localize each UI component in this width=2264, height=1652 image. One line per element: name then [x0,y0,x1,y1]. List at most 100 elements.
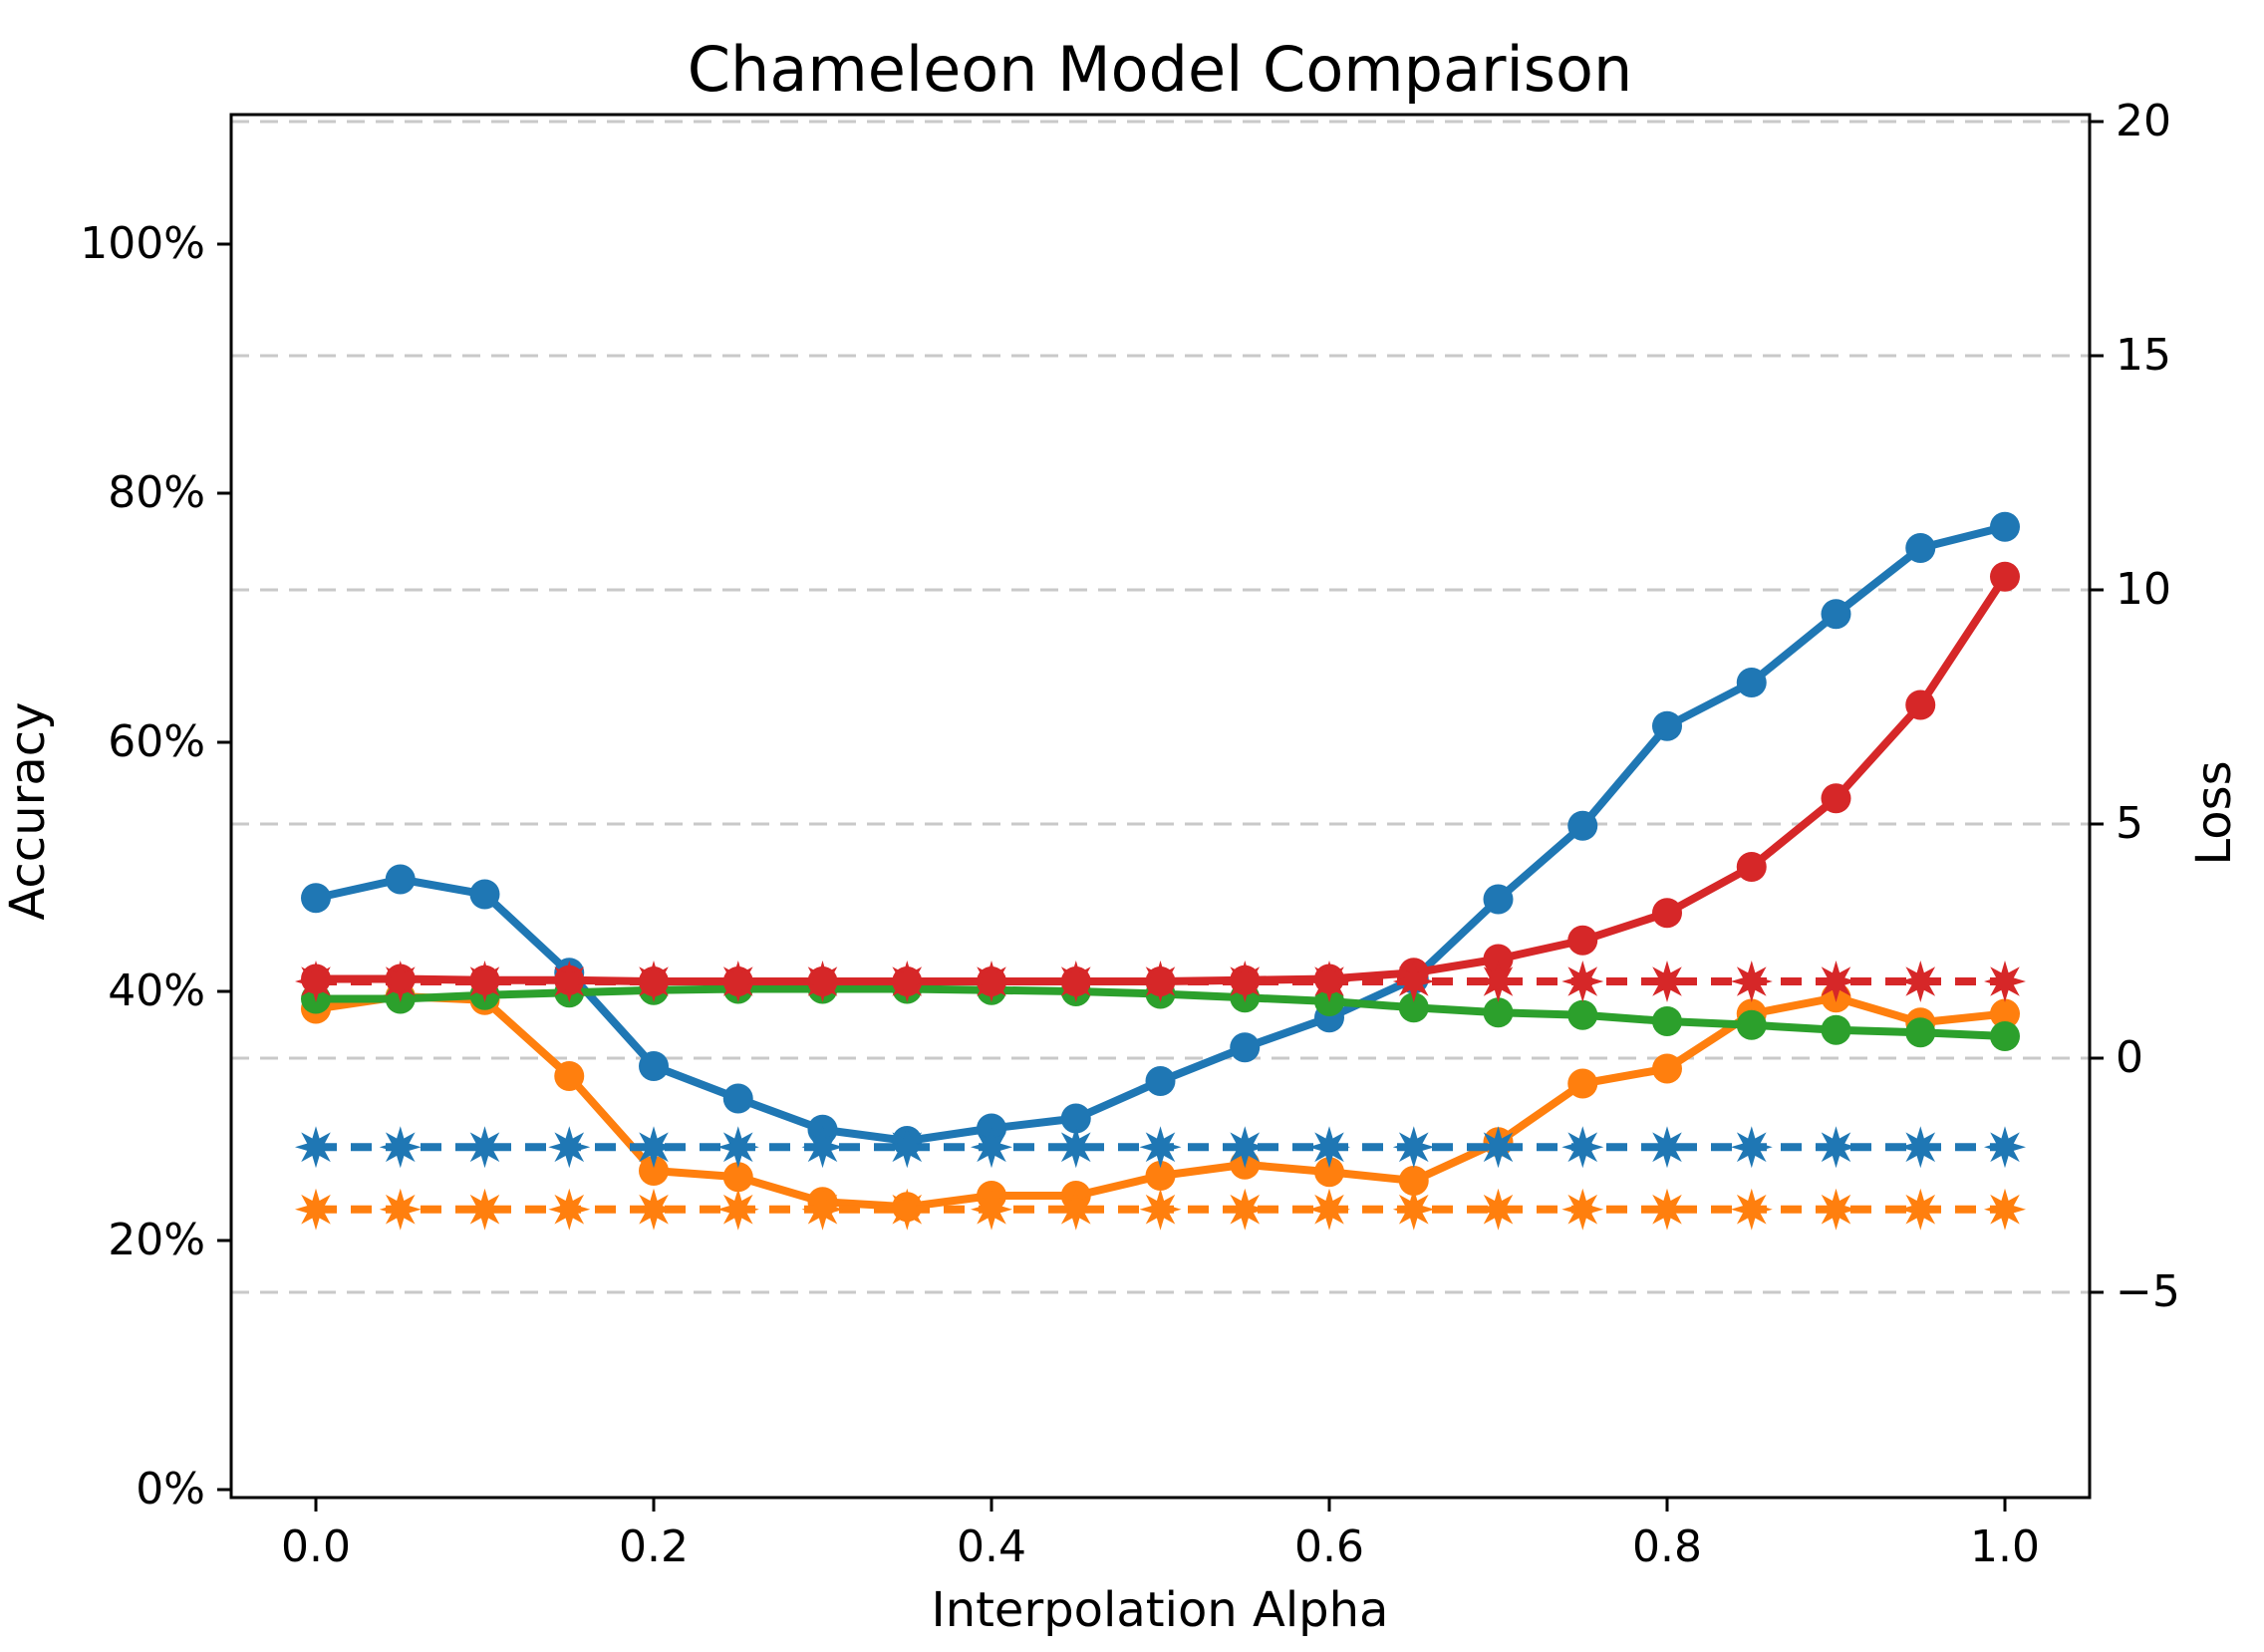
marker-star-red-dashed-flat-reference [1054,961,1097,1002]
marker-star-red-dashed-flat-reference [1730,961,1773,1002]
marker-star-red-dashed-flat-reference [548,961,591,1002]
marker-star-blue-dashed-flat-reference [1477,1126,1520,1169]
marker-star-blue-dashed-flat-reference [1646,1126,1688,1169]
marker-star-orange-dashed-flat-reference [1561,1188,1604,1231]
marker-star-red-dashed-flat-reference [801,961,844,1002]
gridlines [231,120,2090,1294]
marker-star-red-dashed-flat-reference [379,961,422,1002]
marker-star-blue-dashed-flat-reference [463,1126,506,1169]
marker-circle-blue-solid-accuracy [1736,668,1767,697]
marker-star-orange-dashed-flat-reference [295,1188,337,1231]
marker-circle-blue-solid-accuracy [639,1051,669,1081]
marker-star-orange-dashed-flat-reference [716,1188,759,1231]
marker-circle-blue-solid-accuracy [1990,511,2020,542]
marker-star-red-dashed-flat-reference [295,961,337,1002]
marker-star-blue-dashed-flat-reference [1561,1126,1604,1169]
marker-circle-blue-solid-accuracy [1145,1066,1176,1096]
marker-star-red-dashed-flat-reference [1224,961,1267,1002]
marker-star-red-dashed-flat-reference [633,961,675,1002]
marker-star-orange-dashed-flat-reference [1815,1188,1857,1231]
x-tick-label: 0.8 [1632,1521,1702,1572]
marker-circle-blue-solid-accuracy [469,879,500,910]
x-tick-label: 0.4 [957,1521,1026,1572]
y-right-tick-label: 0 [2116,1032,2143,1083]
series-red-solid-accuracy [301,561,2020,996]
marker-star-blue-dashed-flat-reference [379,1126,422,1169]
y-left-tick-label: 0% [136,1464,205,1514]
marker-circle-red-solid-accuracy [1483,944,1514,974]
marker-star-orange-dashed-flat-reference [971,1188,1012,1231]
marker-circle-blue-solid-accuracy [1567,810,1598,841]
marker-star-orange-dashed-flat-reference [1646,1188,1688,1231]
x-axis-label: Interpolation Alpha [931,1582,1389,1638]
marker-star-orange-dashed-flat-reference [1730,1188,1773,1231]
marker-circle-green-solid-accuracy [1736,1009,1767,1040]
y-left-tick-label: 60% [108,716,205,767]
marker-circle-green-solid-accuracy [1398,992,1429,1023]
series-orange-dashed-flat-reference [295,1188,2026,1231]
marker-star-red-dashed-flat-reference [1477,961,1520,1002]
marker-circle-blue-solid-accuracy [1652,710,1682,741]
marker-circle-blue-solid-accuracy [1483,884,1514,915]
marker-star-orange-dashed-flat-reference [379,1188,422,1231]
marker-star-orange-dashed-flat-reference [1477,1188,1520,1231]
marker-star-red-dashed-flat-reference [1646,961,1688,1002]
marker-star-orange-dashed-flat-reference [1984,1188,2026,1231]
marker-star-red-dashed-flat-reference [1139,961,1182,1002]
marker-circle-green-solid-accuracy [1652,1006,1682,1036]
marker-circle-green-solid-accuracy [1990,1021,2020,1051]
marker-star-orange-dashed-flat-reference [1308,1188,1350,1231]
y-right-tick-label: 10 [2116,564,2171,615]
marker-star-red-dashed-flat-reference [1392,961,1435,1002]
marker-star-blue-dashed-flat-reference [1308,1126,1350,1169]
marker-star-blue-dashed-flat-reference [716,1126,759,1169]
marker-star-blue-dashed-flat-reference [1730,1126,1773,1169]
marker-star-blue-dashed-flat-reference [1392,1126,1435,1169]
y-left-tick-label: 40% [108,965,205,1016]
marker-circle-orange-solid-accuracy [1398,1166,1429,1196]
marker-circle-red-solid-accuracy [1990,561,2020,592]
marker-circle-blue-solid-accuracy [301,883,331,914]
marker-star-orange-dashed-flat-reference [463,1188,506,1231]
marker-circle-red-solid-accuracy [1821,783,1851,814]
marker-star-blue-dashed-flat-reference [1899,1126,1942,1169]
marker-circle-blue-solid-accuracy [1821,599,1851,630]
marker-circle-blue-solid-accuracy [385,864,416,895]
marker-circle-orange-solid-accuracy [1990,998,2020,1029]
marker-star-red-dashed-flat-reference [1815,961,1857,1002]
chart-title: Chameleon Model Comparison [687,33,1633,106]
marker-circle-orange-solid-accuracy [722,1162,753,1193]
marker-star-orange-dashed-flat-reference [548,1188,591,1231]
marker-star-red-dashed-flat-reference [716,961,759,1002]
marker-circle-green-solid-accuracy [1821,1014,1851,1045]
marker-star-orange-dashed-flat-reference [1139,1188,1182,1231]
marker-star-orange-dashed-flat-reference [1392,1188,1435,1231]
marker-circle-orange-solid-accuracy [1314,1157,1344,1188]
marker-star-blue-dashed-flat-reference [971,1126,1012,1169]
marker-star-red-dashed-flat-reference [971,961,1012,1002]
marker-star-red-dashed-flat-reference [1984,961,2026,1002]
series-blue-dashed-flat-reference [295,1126,2026,1169]
y-right-tick-label: −5 [2116,1266,2180,1317]
series-red-dashed-flat-reference [295,961,2026,1002]
marker-star-orange-dashed-flat-reference [633,1188,675,1231]
series-line-red-solid-accuracy [316,574,2009,985]
marker-circle-blue-solid-accuracy [722,1083,753,1114]
marker-star-blue-dashed-flat-reference [295,1126,337,1169]
y-right-tick-label: 15 [2116,330,2171,381]
x-tick-label: 0.2 [619,1521,689,1572]
marker-star-blue-dashed-flat-reference [548,1126,591,1169]
marker-star-orange-dashed-flat-reference [886,1188,929,1231]
marker-circle-green-solid-accuracy [1567,999,1598,1030]
marker-star-blue-dashed-flat-reference [1224,1126,1267,1169]
marker-circle-green-solid-accuracy [1483,997,1514,1028]
marker-star-red-dashed-flat-reference [1308,961,1350,1002]
y-left-tick-label: 80% [108,467,205,518]
marker-star-orange-dashed-flat-reference [1899,1188,1942,1231]
tick-marks [217,120,2104,1512]
marker-star-blue-dashed-flat-reference [1984,1126,2026,1169]
plot-spines [229,113,2092,1500]
marker-circle-green-solid-accuracy [1905,1017,1936,1048]
